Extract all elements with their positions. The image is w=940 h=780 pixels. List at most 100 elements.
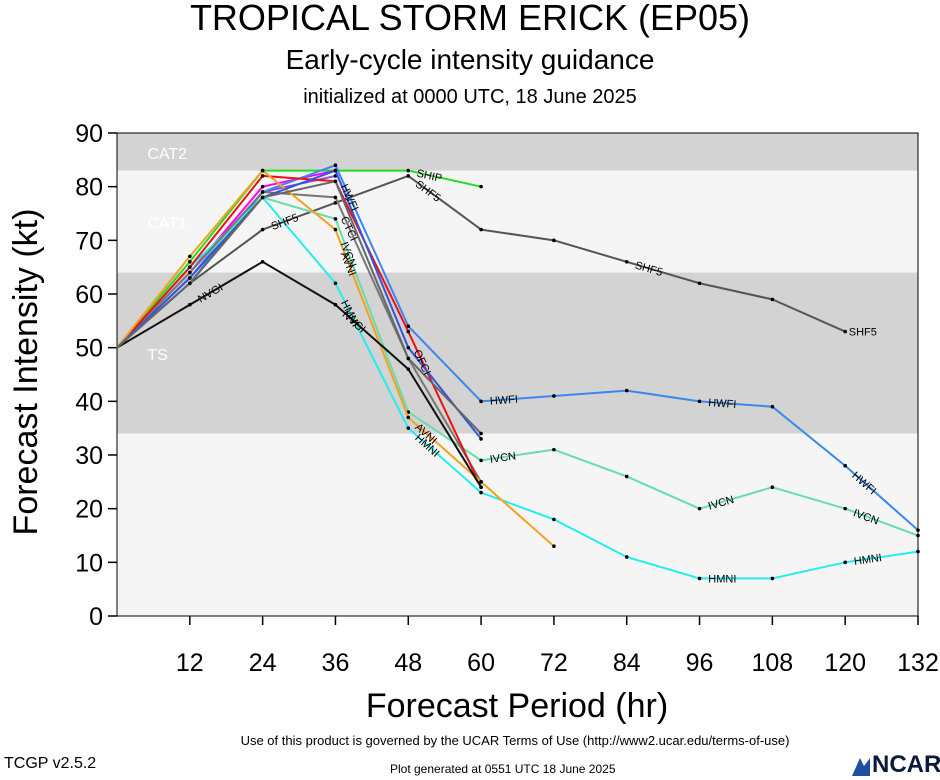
data-point (843, 329, 847, 334)
chart-subtitle: Early-cycle intensity guidance (285, 44, 655, 75)
series-line-model (116, 169, 482, 440)
data-point (406, 356, 411, 361)
x-tick-label: 96 (686, 649, 714, 677)
data-point (260, 168, 265, 173)
y-tick-label: 80 (75, 174, 103, 202)
band-label: CAT1 (147, 216, 187, 233)
series-line-nvgi (116, 260, 482, 488)
data-point (406, 329, 411, 334)
data-point (333, 227, 338, 232)
band-label: TS (147, 347, 167, 364)
data-point (333, 281, 338, 286)
data-point (333, 195, 338, 200)
data-point (260, 190, 265, 194)
series-label: HMNI (708, 573, 736, 585)
data-point (697, 576, 702, 581)
data-point (479, 431, 483, 436)
intensity-bands: TS CAT1 CAT2 (117, 133, 918, 616)
generated-time: Plot generated at 0551 UTC 18 June 2025 (390, 762, 616, 776)
y-tick-label: 50 (75, 335, 103, 363)
y-tick-label: 60 (75, 281, 103, 309)
data-point (697, 399, 702, 404)
data-point (916, 549, 920, 554)
series-label: HMNI (853, 552, 883, 568)
data-point (333, 168, 338, 173)
plot-frame (116, 132, 919, 617)
x-tick-label: 108 (752, 649, 794, 677)
y-tick-label: 10 (75, 549, 103, 577)
data-point (479, 458, 483, 463)
data-point (406, 426, 411, 430)
data-point (406, 345, 411, 350)
series-line-model (116, 180, 482, 435)
data-point (624, 260, 629, 264)
y-tick-label: 90 (75, 120, 103, 148)
data-point (552, 517, 556, 522)
data-point (406, 367, 411, 371)
band-2 (117, 170, 918, 273)
data-point (260, 227, 265, 232)
series-label: SHF5 (849, 327, 877, 339)
data-point (697, 281, 702, 286)
data-point (260, 184, 265, 189)
ncar-logo: NCAR (846, 750, 940, 780)
series-line-ship (116, 169, 482, 349)
data-point (188, 265, 192, 269)
version-label: TCGP v2.5.2 (4, 755, 97, 772)
data-point (624, 555, 629, 559)
ncar-logo-icon (852, 758, 870, 776)
y-tick-label: 20 (75, 496, 103, 524)
x-tick-label: 120 (824, 649, 866, 677)
chart-title: TROPICAL STORM ERICK (EP05) (189, 0, 751, 38)
x-tick-label: 24 (249, 649, 277, 677)
data-point (479, 399, 483, 404)
data-point (552, 238, 556, 243)
series-line-ofci (116, 174, 482, 488)
x-tick-label: 132 (897, 649, 939, 677)
data-point (333, 200, 338, 205)
data-point (260, 195, 265, 200)
data-point (406, 174, 411, 178)
data-point (479, 184, 483, 189)
data-point (479, 437, 483, 441)
data-point (770, 485, 775, 490)
data-point (479, 227, 483, 232)
band-0 (117, 433, 918, 616)
initialization-time: initialized at 0000 UTC, 18 June 2025 (303, 86, 637, 108)
chart-axes: 0 10 20 30 40 50 60 70 80 90 12 24 36 48 60 72 84 96 108 12… (75, 120, 939, 677)
y-tick-label: 70 (75, 227, 103, 255)
data-point (843, 506, 847, 511)
data-point (260, 260, 265, 264)
data-point (188, 270, 192, 275)
data-point (333, 163, 338, 167)
y-axis-label: Forecast Intensity (kt) (7, 209, 45, 536)
data-point (552, 544, 556, 549)
band-1 (117, 272, 918, 434)
band-label: CAT2 (147, 146, 187, 163)
y-tick-label: 0 (89, 603, 103, 631)
data-point (624, 474, 629, 479)
x-tick-label: 48 (394, 649, 422, 677)
data-point (770, 576, 775, 581)
series-label: HWFI (708, 397, 737, 411)
data-point (406, 168, 411, 173)
series-lines (116, 163, 920, 581)
band-3 (117, 133, 918, 171)
series-label: IVCN (489, 450, 517, 466)
data-point (479, 490, 483, 495)
data-point (333, 179, 338, 184)
data-point (843, 463, 847, 468)
data-point (843, 560, 847, 565)
data-point (552, 447, 556, 452)
data-point (188, 254, 192, 259)
y-tick-label: 40 (75, 388, 103, 416)
data-point (479, 480, 483, 484)
x-tick-label: 60 (467, 649, 495, 677)
data-point (188, 281, 192, 286)
data-point (916, 533, 920, 538)
data-point (552, 394, 556, 398)
data-point (916, 528, 920, 532)
x-tick-label: 72 (540, 649, 568, 677)
data-point (188, 302, 192, 307)
series-line-ctci (116, 191, 482, 483)
